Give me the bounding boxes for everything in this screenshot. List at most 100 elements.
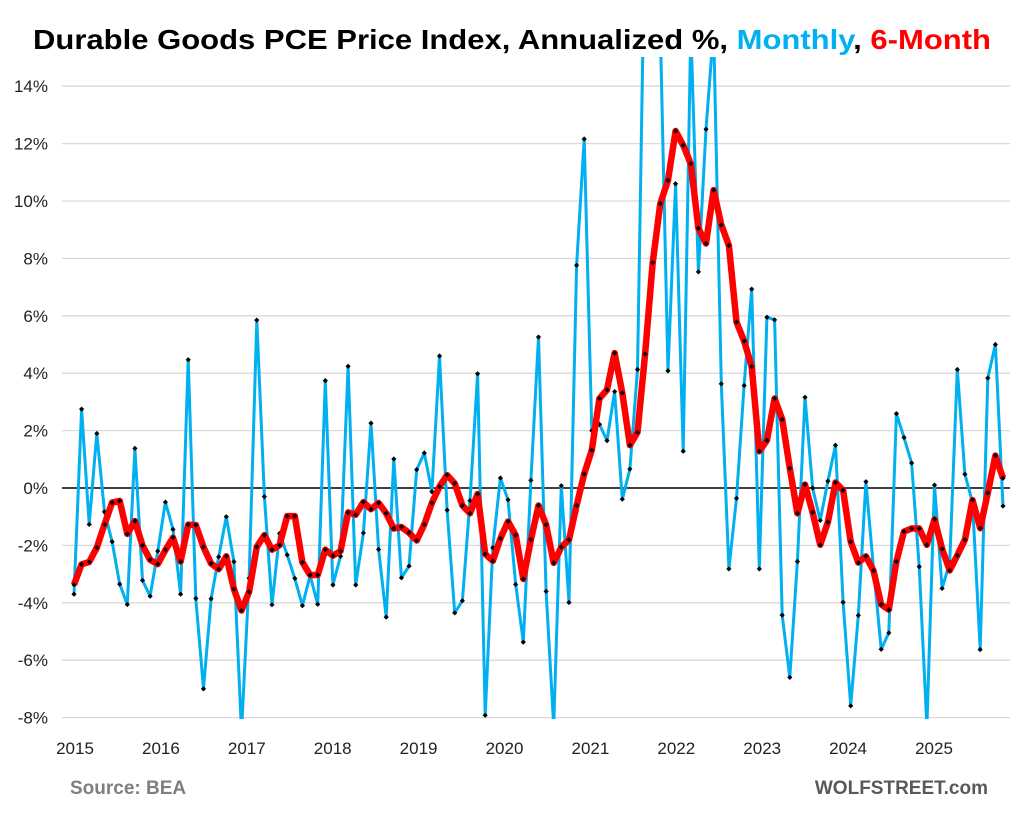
data-point-marker — [604, 387, 610, 393]
data-point-marker — [421, 450, 427, 456]
data-point-marker — [299, 603, 306, 609]
data-point-marker — [391, 456, 397, 462]
data-point-marker — [254, 544, 260, 550]
data-point-marker — [848, 539, 854, 545]
data-point-marker — [969, 497, 976, 503]
data-point-marker — [779, 612, 785, 618]
data-point-marker — [185, 357, 191, 363]
data-point-marker — [794, 558, 801, 565]
series-6-month — [70, 127, 1007, 614]
data-point-marker — [86, 521, 92, 528]
data-point-marker — [513, 581, 519, 588]
data-point-marker — [497, 475, 504, 481]
data-point-marker — [482, 551, 488, 557]
data-point-marker — [375, 546, 382, 553]
title-monthly: Monthly — [737, 24, 856, 55]
y-tick-label: -4% — [18, 594, 48, 613]
data-point-marker — [178, 591, 184, 597]
data-point-marker — [520, 639, 526, 645]
data-point-marker — [810, 509, 816, 515]
watermark: WOLFSTREET.com — [815, 778, 988, 799]
data-point-marker — [1000, 475, 1006, 481]
y-tick-label: -2% — [18, 536, 48, 555]
data-point-marker — [513, 532, 519, 538]
data-point-marker — [992, 452, 998, 459]
data-point-marker — [924, 542, 930, 548]
data-point-marker — [109, 500, 115, 506]
data-point-marker — [79, 406, 85, 412]
data-point-marker — [208, 596, 214, 602]
x-tick-label: 2019 — [400, 739, 438, 758]
data-point-marker — [147, 557, 153, 563]
data-point-marker — [596, 395, 603, 402]
data-point-marker — [429, 489, 435, 495]
data-point-marker — [848, 703, 854, 709]
data-point-marker — [269, 602, 275, 608]
data-point-marker — [71, 591, 77, 597]
data-point-marker — [368, 506, 374, 512]
data-point-marker — [406, 530, 412, 536]
data-point-marker — [756, 448, 762, 454]
data-point-marker — [802, 481, 808, 488]
data-point-marker — [901, 529, 907, 535]
title-six-month: 6-Month — [870, 24, 991, 55]
data-point-marker — [292, 513, 298, 519]
data-point-marker — [558, 544, 564, 550]
data-point-marker — [612, 350, 618, 356]
data-point-marker — [459, 502, 465, 509]
data-point-marker — [292, 575, 298, 582]
data-point-marker — [284, 513, 290, 519]
data-point-marker — [200, 544, 207, 550]
data-point-marker — [330, 553, 336, 559]
data-point-marker — [886, 630, 892, 636]
data-point-marker — [566, 599, 572, 606]
data-point-marker — [551, 724, 556, 729]
data-point-marker — [147, 593, 153, 599]
data-point-marker — [817, 542, 823, 548]
data-point-marker — [505, 497, 511, 503]
data-point-marker — [825, 519, 831, 525]
x-axis-ticks: 2015 2016 2017 2018 2019 2020 2021 2022 2023 2024… — [56, 739, 953, 758]
data-point-marker — [124, 531, 130, 537]
data-point-marker — [155, 548, 161, 554]
data-point-marker — [436, 483, 443, 490]
data-point-marker — [832, 479, 839, 486]
data-point-marker — [893, 558, 899, 565]
data-point-marker — [353, 512, 359, 518]
data-point-marker — [680, 448, 686, 454]
data-point-marker — [703, 240, 709, 247]
data-point-marker — [79, 561, 85, 567]
series-monthly — [71, 57, 1006, 729]
data-point-marker — [307, 572, 313, 578]
data-point-marker — [947, 567, 953, 573]
data-point-marker — [185, 522, 191, 528]
data-point-marker — [573, 502, 580, 509]
data-point-marker — [985, 490, 991, 496]
data-point-marker — [490, 558, 496, 564]
data-point-marker — [261, 532, 267, 538]
data-point-marker — [581, 136, 587, 142]
data-point-marker — [634, 429, 641, 435]
data-point-marker — [703, 126, 709, 132]
data-point-marker — [711, 187, 717, 193]
data-point-marker — [101, 509, 108, 515]
data-point-marker — [200, 686, 207, 692]
data-point-marker — [322, 547, 328, 553]
data-point-marker — [299, 559, 306, 565]
data-point-marker — [627, 466, 633, 472]
y-tick-label: -8% — [18, 709, 48, 728]
data-point-marker — [764, 437, 770, 443]
data-point-marker — [117, 498, 123, 504]
data-point-marker — [893, 411, 899, 417]
data-point-marker — [627, 442, 633, 448]
data-point-marker — [916, 525, 922, 532]
data-point-marker — [383, 614, 389, 620]
data-point-marker — [406, 563, 412, 569]
data-point-marker — [771, 317, 778, 323]
data-point-marker — [749, 286, 755, 292]
y-tick-label: 6% — [23, 307, 48, 326]
data-point-marker — [657, 200, 663, 207]
data-point-marker — [756, 566, 762, 572]
data-point-marker — [375, 500, 382, 506]
data-point-marker — [650, 260, 656, 266]
